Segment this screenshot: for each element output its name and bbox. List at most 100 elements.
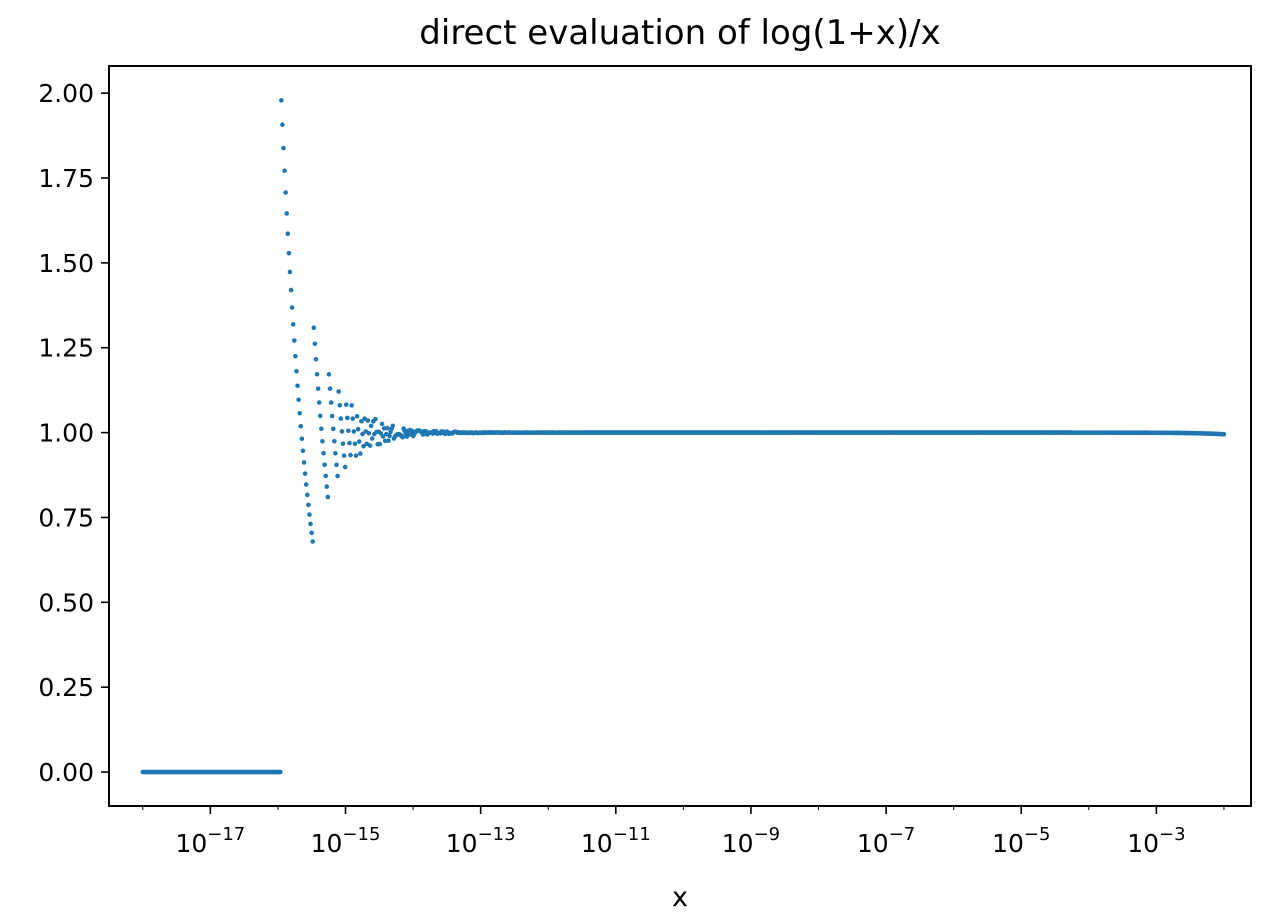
data-point [338, 416, 344, 421]
data-point [353, 453, 359, 458]
data-point [277, 769, 283, 775]
data-point [322, 462, 327, 468]
data-point [348, 452, 353, 458]
y-tick-label: 0.25 [38, 673, 94, 702]
data-point [296, 397, 301, 403]
data-point [367, 443, 373, 448]
data-point [339, 429, 345, 434]
data-point [301, 460, 307, 465]
data-point [311, 325, 317, 331]
data-point [390, 423, 396, 429]
data-point [340, 441, 346, 447]
data-point [320, 438, 325, 444]
data-point [298, 423, 304, 429]
y-tick-label: 2.00 [38, 79, 94, 108]
data-point [289, 305, 295, 310]
data-point [377, 441, 383, 447]
data-point [304, 492, 310, 498]
data-point [313, 357, 319, 362]
data-point [308, 521, 313, 527]
data-point [334, 462, 339, 468]
data-point [302, 471, 308, 476]
data-point [295, 383, 300, 389]
data-point [341, 453, 347, 458]
x-axis: 10−17 10−15 10−13 10−11 10−9 10−7 10−5 10−3 [142, 806, 1225, 858]
data-point [327, 386, 333, 392]
data-point [359, 418, 364, 424]
data-point [349, 403, 354, 408]
data-point [287, 269, 293, 275]
data-point [381, 426, 387, 431]
x-tick-label: 10−9 [722, 824, 780, 858]
data-point [366, 431, 372, 436]
data-point [354, 414, 360, 419]
data-point [379, 421, 385, 427]
data-point [385, 425, 390, 431]
y-tick-label: 0.75 [38, 503, 94, 532]
data-point [283, 190, 288, 195]
data-point [286, 250, 292, 256]
data-points [140, 98, 1227, 775]
data-point [328, 400, 334, 405]
data-point [324, 484, 330, 489]
chart-title: direct evaluation of log(1+x)/x [419, 13, 940, 53]
data-point [292, 338, 297, 343]
x-tick-label: 10−3 [1127, 824, 1185, 858]
data-point [325, 494, 331, 500]
data-point [368, 423, 374, 429]
data-point [347, 440, 352, 446]
data-point [316, 400, 322, 405]
data-point [294, 368, 299, 374]
data-point [369, 436, 375, 441]
data-point [326, 372, 332, 377]
data-point [321, 450, 326, 456]
data-point [358, 451, 363, 456]
x-tick-label: 10−15 [311, 824, 381, 858]
data-point [288, 287, 294, 293]
data-point [293, 353, 298, 359]
data-point [319, 426, 324, 432]
data-point [386, 438, 391, 443]
data-point [351, 429, 357, 434]
y-tick-label: 1.00 [38, 419, 94, 448]
data-point [310, 539, 316, 544]
y-axis: 0.00 0.25 0.50 0.75 1.00 1.25 1.50 1.75 2.00 [38, 79, 109, 787]
data-point [1221, 431, 1227, 437]
data-point [355, 426, 361, 432]
data-point [336, 389, 341, 394]
data-point [307, 512, 312, 517]
data-point [356, 439, 362, 444]
x-tick-label: 10−11 [581, 824, 651, 858]
data-point [314, 371, 320, 377]
data-point [303, 482, 309, 487]
data-point [285, 231, 291, 236]
data-point [345, 415, 350, 421]
data-point [284, 211, 290, 216]
data-point [335, 473, 340, 479]
y-tick-label: 1.50 [38, 249, 94, 278]
data-point [312, 341, 318, 347]
data-point [299, 436, 305, 442]
data-point [323, 473, 328, 479]
y-tick-label: 0.00 [38, 758, 94, 787]
data-point [306, 502, 311, 508]
data-point [280, 122, 285, 127]
data-point [342, 464, 348, 470]
data-point [387, 433, 392, 439]
data-point [290, 322, 296, 327]
data-point [373, 416, 378, 422]
data-point [317, 413, 323, 419]
data-point [332, 439, 337, 444]
data-point [300, 448, 306, 454]
data-point [380, 434, 386, 439]
data-point [282, 168, 287, 174]
data-point [365, 418, 371, 423]
data-point [360, 431, 365, 437]
data-point [315, 386, 321, 391]
x-tick-label: 10−7 [857, 824, 915, 858]
data-point [337, 403, 343, 408]
data-point [281, 145, 286, 151]
y-tick-label: 0.50 [38, 588, 94, 617]
data-point [400, 435, 405, 440]
